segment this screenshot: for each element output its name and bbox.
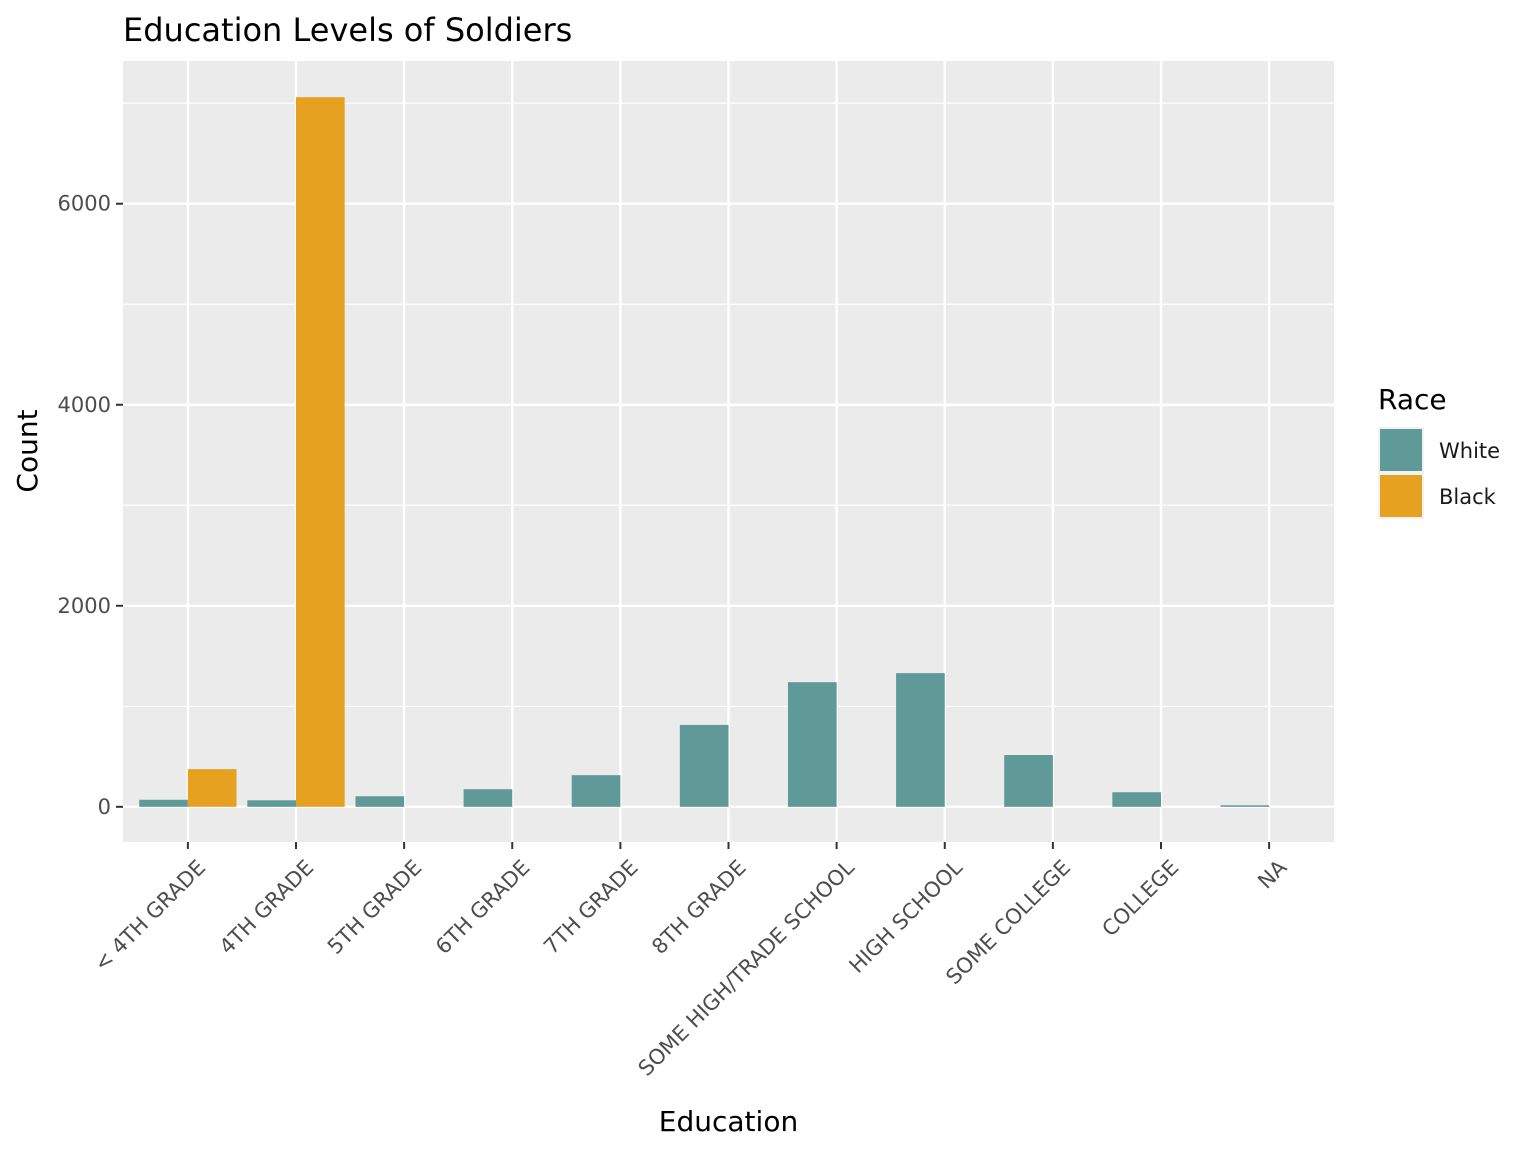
bar-white	[139, 799, 188, 807]
legend-swatch-white	[1380, 429, 1422, 471]
x-tick-label: NA	[1253, 855, 1292, 894]
y-tick-label: 0	[98, 795, 111, 819]
bar-white	[896, 673, 945, 807]
bar-black	[296, 97, 345, 807]
y-tick-label: 2000	[58, 594, 111, 618]
x-axis: < 4TH GRADE 4TH GRADE 5TH GRADE 6TH GRADE 7T…	[89, 842, 1292, 1081]
x-tick-label: 6TH GRADE	[431, 855, 535, 959]
bar-white	[787, 682, 837, 807]
bar-black	[187, 769, 237, 807]
chart-title: Education Levels of Soldiers	[123, 11, 572, 49]
x-tick-label: HIGH SCHOOL	[845, 855, 968, 978]
bar-white	[679, 724, 729, 807]
x-tick-label: SOME HIGH/TRADE SCHOOL	[634, 855, 860, 1081]
x-tick-label: 7TH GRADE	[539, 855, 643, 959]
bar-white	[571, 775, 621, 807]
legend-title: Race	[1378, 383, 1447, 416]
bar-white	[1004, 755, 1053, 807]
y-axis: 0 2000 4000 6000	[58, 192, 123, 819]
y-tick-label: 6000	[58, 192, 111, 216]
bar-white	[1220, 805, 1270, 807]
legend-label-black: Black	[1439, 485, 1497, 509]
legend-label-white: White	[1439, 439, 1500, 463]
x-tick-label: < 4TH GRADE	[89, 855, 210, 976]
legend-swatch-black	[1380, 475, 1422, 517]
x-tick-label: COLLEGE	[1097, 855, 1183, 941]
bar-white	[355, 796, 405, 807]
x-axis-title: Education	[659, 1105, 798, 1138]
bar-white	[1112, 792, 1161, 807]
y-tick-label: 4000	[58, 393, 111, 417]
x-tick-label: 8TH GRADE	[647, 855, 751, 959]
legend: Race White Black	[1378, 383, 1500, 519]
y-axis-title: Count	[11, 409, 44, 492]
bars	[139, 97, 1270, 807]
x-tick-label: 5TH GRADE	[323, 855, 427, 959]
x-tick-label: 4TH GRADE	[215, 855, 319, 959]
bar-white	[247, 800, 296, 807]
bar-white	[463, 789, 513, 807]
